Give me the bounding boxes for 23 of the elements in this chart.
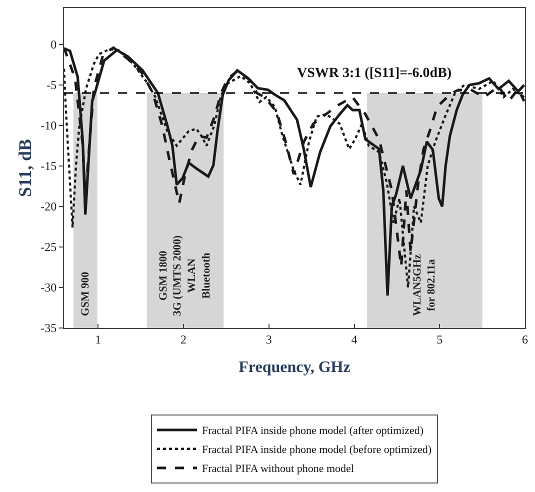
x-tick-label: 5: [436, 332, 443, 346]
x-axis-title: Frequency, GHz: [238, 359, 350, 376]
band-label: WLAN5GHz for 802.11a: [411, 254, 438, 316]
y-tick-label: -20: [40, 200, 57, 214]
ref-line-label: VSWR 3:1 ([S11]=-6.0dB): [297, 66, 452, 81]
legend-label: Fractal PIFA inside phone model (before optimized): [202, 444, 432, 456]
x-tick-label: 3: [266, 332, 272, 346]
y-tick-label: -10: [40, 118, 57, 133]
y-axis-title: S11, dB: [14, 138, 35, 198]
y-tick-label: 0: [50, 38, 57, 52]
band-label: GSM 900: [80, 271, 92, 316]
x-tick-label: 6: [522, 332, 528, 346]
x-tick-label: 4: [351, 332, 358, 346]
y-tick-label: -5: [46, 78, 57, 92]
x-tick-label: 1: [95, 332, 102, 346]
legend-label: Fractal PIFA inside phone model (after optimized): [202, 425, 424, 438]
x-tick-label: 2: [180, 332, 187, 346]
y-tick-label: -25: [40, 240, 57, 254]
y-tick-label: -35: [40, 321, 57, 336]
y-tick-label: -15: [40, 159, 57, 174]
legend-label: Fractal PIFA without phone model: [202, 463, 354, 476]
y-tick-label: -30: [40, 280, 57, 295]
band-label: GSM 1800 3G (UMTS 2000) WLAN Bluetooth: [157, 235, 212, 316]
